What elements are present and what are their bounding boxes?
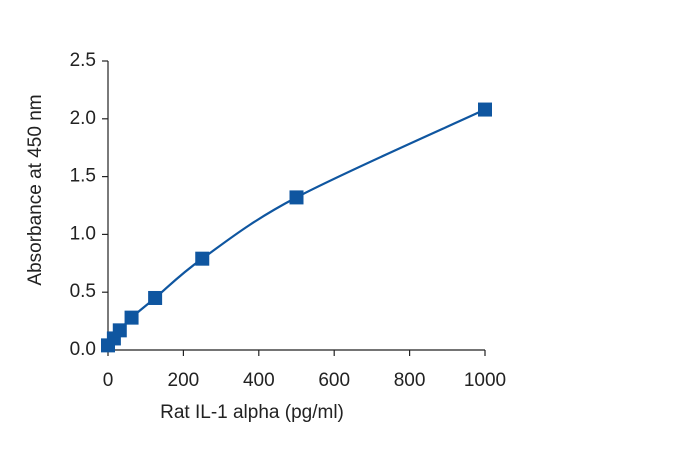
y-tick-label: 2.0 (70, 108, 96, 129)
point (289, 190, 304, 205)
x-tick-label: 800 (394, 370, 426, 391)
x-tick-label: 400 (243, 370, 275, 391)
point (195, 251, 210, 266)
point (112, 323, 127, 338)
y-tick-label: 0.0 (70, 339, 96, 360)
y-tick-label: 0.5 (70, 281, 96, 302)
x-axis-label: Rat IL-1 alpha (pg/ml) (160, 402, 344, 423)
point (148, 290, 163, 305)
y-axis-label: Absorbance at 450 nm (25, 94, 46, 285)
x-tick-label: 600 (318, 370, 350, 391)
curve (107, 108, 486, 347)
point (124, 310, 139, 325)
point (478, 102, 492, 117)
y-tick-label: 1.5 (70, 166, 96, 187)
x-tick-label: 1000 (464, 370, 506, 391)
y-tick-label: 1.0 (70, 223, 96, 244)
y-tick-label: 2.5 (70, 50, 96, 71)
x-tick-label: 200 (168, 370, 200, 391)
x-tick-label: 0 (103, 370, 114, 391)
